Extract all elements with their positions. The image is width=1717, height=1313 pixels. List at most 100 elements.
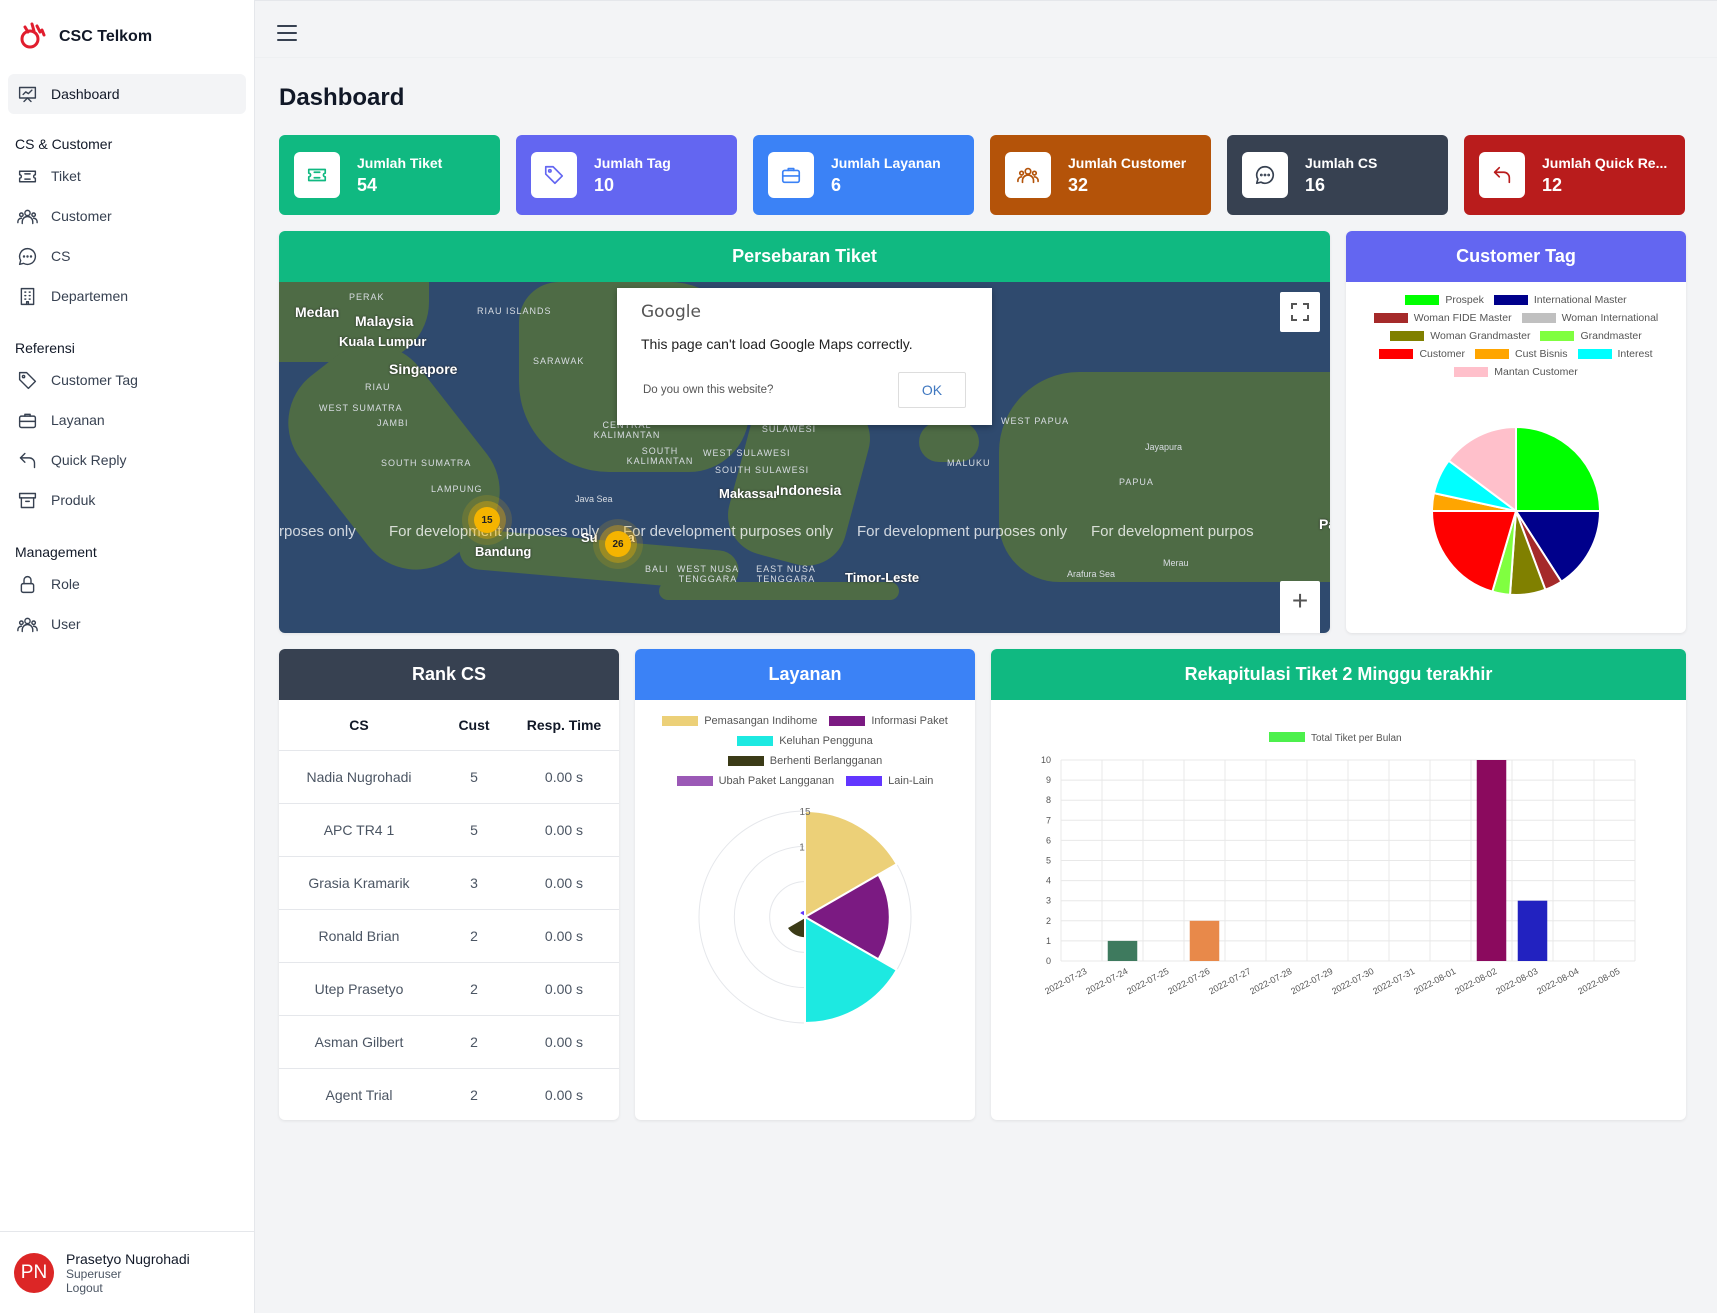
sidebar-item-user[interactable]: User (8, 604, 246, 644)
map-label-small: RIAU ISLANDS (477, 306, 552, 316)
pie-slice[interactable] (1515, 425, 1602, 512)
bar[interactable] (1189, 920, 1220, 961)
chart-legend: Pemasangan Indihome Informasi Paket Keluha… (635, 700, 975, 791)
panel-title: Customer Tag (1346, 231, 1686, 282)
legend-item[interactable]: Pemasangan Indihome (662, 715, 817, 727)
stat-value: 16 (1305, 174, 1326, 195)
x-tick-label: 2022-07-24 (1084, 966, 1129, 996)
stat-card-tag[interactable]: Jumlah Tag 10 (516, 135, 737, 215)
sidebar-item-role[interactable]: Role (8, 564, 246, 604)
polar-segment[interactable] (797, 908, 806, 919)
sidebar-item-label: User (51, 616, 81, 632)
sidebar-item-produk[interactable]: Produk (8, 480, 246, 520)
zoom-in-button[interactable]: + (1280, 581, 1320, 633)
sidebar-item-cs[interactable]: CS (8, 236, 246, 276)
sidebar-item-dashboard[interactable]: Dashboard (8, 74, 246, 114)
legend-item[interactable]: Keluhan Pengguna (737, 735, 873, 747)
brand[interactable]: CSC Telkom (0, 0, 254, 74)
legend-item[interactable]: Berhenti Berlangganan (727, 755, 883, 767)
table-cell: 3 (439, 856, 509, 910)
x-tick-label: 2022-07-31 (1371, 966, 1416, 996)
stat-card-tiket[interactable]: Jumlah Tiket 54 (279, 135, 500, 215)
map-label-small: SOUTH KALIMANTAN (626, 446, 694, 466)
map-cluster-marker[interactable]: 26 (605, 531, 631, 557)
legend-item[interactable]: International Master (1493, 294, 1627, 306)
stat-label: Jumlah Customer (1068, 154, 1187, 171)
x-tick-label: 2022-08-04 (1535, 966, 1580, 996)
ok-button[interactable]: OK (898, 372, 966, 408)
legend-label: Berhenti Berlangganan (769, 755, 883, 767)
chat-icon (16, 245, 38, 267)
bar[interactable] (1107, 940, 1138, 961)
legend-label: Interest (1617, 348, 1653, 360)
legend-item[interactable]: Ubah Paket Langganan (676, 775, 834, 787)
polar-segment[interactable] (802, 873, 891, 961)
x-tick-label: 2022-07-28 (1248, 966, 1293, 996)
legend-item[interactable]: Lain-Lain (846, 775, 933, 787)
polar-segment[interactable] (804, 809, 899, 919)
x-tick-label: 2022-07-26 (1166, 966, 1211, 996)
legend-label: Mantan Customer (1494, 366, 1578, 378)
table-cell: Grasia Kramarik (279, 856, 439, 910)
map-label-small: WEST PAPUA (1001, 416, 1070, 426)
polar-segment[interactable] (785, 915, 806, 940)
legend-item[interactable]: Prospek (1405, 294, 1484, 306)
x-tick-label: 2022-08-02 (1453, 966, 1498, 996)
sidebar-item-tiket[interactable]: Tiket (8, 156, 246, 196)
avatar[interactable]: PN (14, 1252, 54, 1293)
legend-swatch (1454, 367, 1489, 377)
stat-card-quick-reply[interactable]: Jumlah Quick Re... 12 (1464, 135, 1685, 215)
legend-item[interactable]: Cust Bisnis (1474, 348, 1568, 360)
sidebar-item-departemen[interactable]: Departemen (8, 276, 246, 316)
table-cell: 2 (439, 909, 509, 963)
bar[interactable] (1476, 760, 1507, 961)
table-cell: 0.00 s (509, 962, 619, 1016)
legend-item[interactable]: Woman FIDE Master (1373, 312, 1512, 324)
map-view[interactable]: Medan Malaysia Kuala Lumpur Singapore Ma… (279, 282, 1330, 633)
stat-card-customer[interactable]: Jumlah Customer 32 (990, 135, 1211, 215)
map-label-small: WEST SUMATRA (319, 403, 403, 413)
customer-tag-pie-chart (1430, 425, 1602, 596)
table-cell: 2 (439, 962, 509, 1016)
map-label: Bandung (475, 544, 532, 559)
sidebar-item-layanan[interactable]: Layanan (8, 400, 246, 440)
chart-legend: Prospek International Master Woman FIDE Ma… (1346, 282, 1686, 381)
pie-slice[interactable] (1514, 510, 1602, 584)
tag-icon (531, 152, 577, 198)
pie-slice[interactable] (1430, 510, 1518, 593)
rank-cs-table: CS Cust Resp. Time Nadia Nugrohadi 5 0.00 … (279, 700, 619, 1120)
legend-label: Woman FIDE Master (1413, 312, 1512, 324)
sidebar-item-quick-reply[interactable]: Quick Reply (8, 440, 246, 480)
menu-toggle-icon[interactable] (277, 25, 297, 41)
map-cluster-marker[interactable]: 15 (474, 507, 500, 533)
watermark-text: For development purposes only (623, 523, 834, 540)
map-label-small: CENTRAL KALIMANTAN (593, 420, 661, 440)
users-icon (16, 613, 38, 635)
panel-title: Persebaran Tiket (279, 231, 1330, 282)
own-website-text: Do you own this website? (643, 384, 774, 396)
y-tick-label: 8 (1046, 795, 1051, 805)
fullscreen-icon[interactable] (1280, 292, 1320, 332)
legend-item[interactable]: Grandmaster (1540, 330, 1642, 342)
sidebar-item-label: Customer Tag (51, 372, 138, 388)
logout-link[interactable]: Logout (66, 1280, 103, 1295)
pie-slice[interactable] (1447, 425, 1517, 513)
legend-item[interactable]: Customer (1379, 348, 1465, 360)
legend-item[interactable]: Interest (1577, 348, 1653, 360)
sidebar-item-customer-tag[interactable]: Customer Tag (8, 360, 246, 400)
map-label: Pa (1319, 516, 1330, 532)
bar[interactable] (1517, 900, 1548, 961)
y-tick-label: 7 (1046, 815, 1051, 825)
legend-item[interactable]: Informasi Paket (829, 715, 948, 727)
sidebar-item-customer[interactable]: Customer (8, 196, 246, 236)
stat-card-layanan[interactable]: Jumlah Layanan 6 (753, 135, 974, 215)
map-panel: Persebaran Tiket Medan Malaysia Kuala Lu… (279, 231, 1330, 633)
legend-item[interactable]: Mantan Customer (1454, 366, 1578, 378)
tag-icon (16, 369, 38, 391)
map-label-small: Arafura Sea (1067, 569, 1116, 579)
legend-item[interactable]: Woman International (1521, 312, 1658, 324)
stat-card-cs[interactable]: Jumlah CS 16 (1227, 135, 1448, 215)
table-cell: Asman Gilbert (279, 1015, 439, 1069)
polar-segment[interactable] (804, 915, 899, 1025)
legend-item[interactable]: Woman Grandmaster (1390, 330, 1530, 342)
